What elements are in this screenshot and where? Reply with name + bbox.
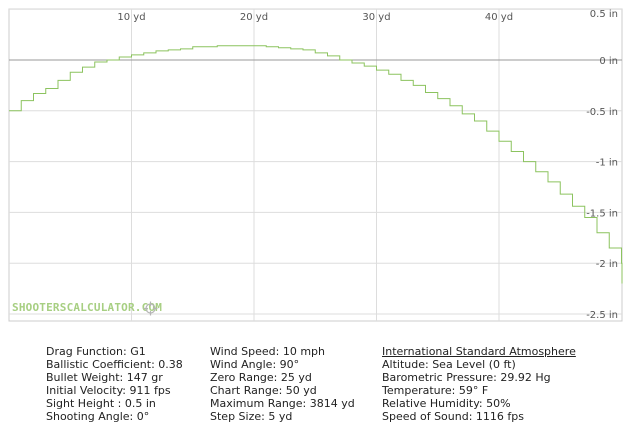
x-tick-label: 10 yd <box>117 12 145 23</box>
x-tick-label: 40 yd <box>485 12 513 23</box>
info-drag-function: Drag Function: G1 <box>46 345 146 358</box>
y-tick-label: 0.5 in <box>590 9 618 20</box>
info-speed-of-sound: Speed of Sound: 1116 fps <box>382 410 524 423</box>
info-relative-humidity: Relative Humidity: 50% <box>382 397 511 410</box>
info-shooting-angle: Shooting Angle: 0° <box>46 410 150 423</box>
x-tick-label: 30 yd <box>362 12 390 23</box>
y-tick-label: -0.5 in <box>586 107 618 118</box>
trajectory-line <box>9 45 623 284</box>
info-temperature: Temperature: 59° F <box>382 384 489 397</box>
y-tick-label: -1.5 in <box>586 208 618 219</box>
projectile-parameters: Drag Function: G1 Ballistic Coefficient:… <box>46 345 183 423</box>
crosshair-icon <box>143 301 158 316</box>
y-tick-label: -1 in <box>596 158 618 169</box>
info-ballistic-coefficient: Ballistic Coefficient: 0.38 <box>46 358 183 371</box>
info-bullet-weight: Bullet Weight: 147 gr <box>46 371 163 384</box>
x-tick-label: 20 yd <box>240 12 268 23</box>
info-barometric-pressure: Barometric Pressure: 29.92 Hg <box>382 371 551 384</box>
info-wind-speed: Wind Speed: 10 mph <box>210 345 325 358</box>
info-initial-velocity: Initial Velocity: 911 fps <box>46 384 171 397</box>
info-wind-angle: Wind Angle: 90° <box>210 358 300 371</box>
info-chart-range: Chart Range: 50 yd <box>210 384 317 397</box>
y-tick-label: -2 in <box>596 259 618 270</box>
info-sight-height: Sight Height : 0.5 in <box>46 397 156 410</box>
trajectory-chart: 10 yd 20 yd 30 yd 40 yd 0.5 in 0 in -0.5 in -1 … <box>8 8 623 322</box>
range-parameters: Wind Speed: 10 mph Wind Angle: 90° Zero … <box>210 345 355 423</box>
info-zero-range: Zero Range: 25 yd <box>210 371 312 384</box>
y-tick-label: -2.5 in <box>586 310 618 321</box>
info-step-size: Step Size: 5 yd <box>210 410 293 423</box>
atmosphere-parameters: International Standard Atmosphere Altitu… <box>382 345 576 423</box>
info-maximum-range: Maximum Range: 3814 yd <box>210 397 355 410</box>
y-tick-label: 0 in <box>599 56 618 67</box>
atmosphere-title: International Standard Atmosphere <box>382 345 576 358</box>
site-watermark: SHOOTERSCALCULATOR.COM <box>12 301 163 314</box>
info-altitude: Altitude: Sea Level (0 ft) <box>382 358 516 371</box>
plot-frame <box>8 8 623 322</box>
